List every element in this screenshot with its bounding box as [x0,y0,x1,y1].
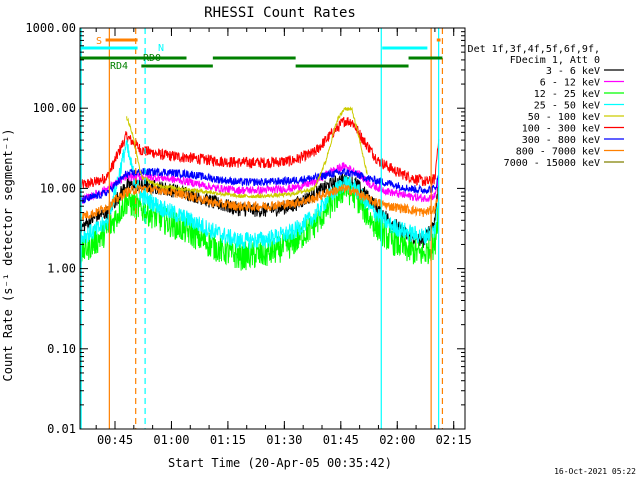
legend-entry-label: 12 - 25 keV [534,89,600,100]
legend-entry-label: 100 - 300 keV [522,124,600,135]
x-tick-label: 02:00 [379,433,415,447]
data-layer [80,28,444,429]
x-tick-label: 01:30 [266,433,302,447]
y-tick-label: 1.00 [47,262,76,276]
y-axis-label: Count Rate (s⁻¹ detector segment⁻¹) [1,129,15,382]
y-tick-label: 100.00 [33,101,76,115]
x-tick-label: 01:15 [210,433,246,447]
annotation-label: S [96,36,102,47]
x-tick-label: 00:45 [97,433,133,447]
legend-entry-label: 7000 - 15000 keV [504,158,600,169]
series-line [80,177,440,271]
annotation-label: RD4 [110,61,128,72]
legend-entry-label: 6 - 12 keV [540,78,600,89]
y-tick-label: 0.01 [47,422,76,436]
axes: 0.01 0.10 1.00 10.00 100.00 1000.00 00:45 01:00… [25,21,471,447]
plot-area: S N RD4 RD0 [80,28,444,429]
y-tick-label: 10.00 [40,181,76,195]
x-tick-label: 02:15 [436,433,472,447]
series-line [125,106,368,200]
x-tick-label: 01:00 [153,433,189,447]
legend: Det 1f,3f,4f,5f,6f,9f,FDecim 1, Att 03 -… [468,44,624,169]
x-axis-label: Start Time (20-Apr-05 00:35:42) [168,456,392,470]
chart-title: RHESSI Count Rates [204,5,356,21]
series-line [80,183,440,221]
footer-timestamp: 16-Oct-2021 05:22 [554,467,636,476]
axes-frame [79,27,466,430]
legend-entry-label: 3 - 6 keV [546,66,600,77]
annotation-label: RD0 [143,53,161,64]
y-tick-label: 0.10 [47,342,76,356]
series-line [80,116,440,189]
series-line [80,162,439,204]
x-tick-label: 01:45 [323,433,359,447]
legend-entry-label: 50 - 100 keV [528,112,600,123]
legend-header: FDecim 1, Att 0 [510,55,600,66]
annotation-label: N [158,43,164,54]
legend-header: Det 1f,3f,4f,5f,6f,9f, [468,44,600,55]
legend-entry-label: 800 - 7000 keV [516,147,600,158]
series-line [80,139,440,250]
legend-entry-label: 300 - 800 keV [522,135,600,146]
y-tick-label: 1000.00 [25,21,76,35]
legend-entry-label: 25 - 50 keV [534,101,600,112]
